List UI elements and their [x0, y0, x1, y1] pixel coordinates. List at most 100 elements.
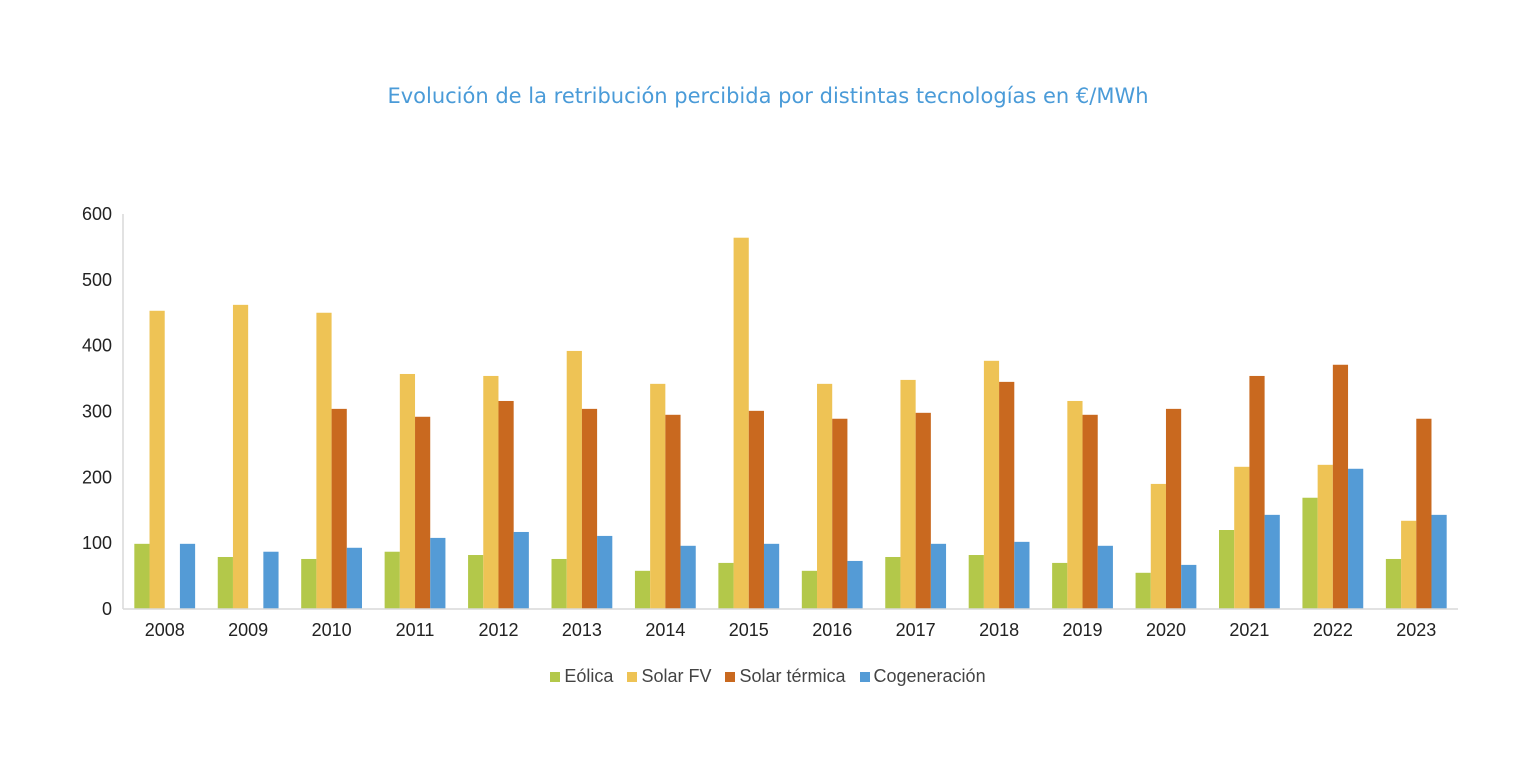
bar-solar-t-rmica-2021	[1249, 375, 1265, 609]
bar-solar-t-rmica-2014	[665, 414, 681, 609]
chart-title: Evolución de la retribución percibida po…	[387, 84, 1149, 108]
bar-cogeneraci-n-2011	[430, 537, 446, 609]
bar-solar-t-rmica-2015	[748, 410, 764, 609]
x-axis: 2008 2009 2010 2011 2012 2013 2014 2015 2016 2017…	[123, 608, 1458, 640]
bar-e-lica-2010	[301, 558, 317, 609]
legend-item: Solar térmica	[725, 666, 846, 687]
legend-item: Cogeneración	[859, 666, 986, 687]
bar-solar-fv-2012	[483, 375, 499, 609]
bar-solar-t-rmica-2013	[581, 408, 598, 609]
legend-label: Eólica	[564, 666, 614, 686]
x-tick-label: 2013	[562, 620, 602, 640]
bar-cogeneraci-n-2022	[1348, 468, 1364, 609]
x-tick-label: 2011	[396, 620, 435, 640]
bar-solar-fv-2023	[1401, 520, 1417, 609]
bar-solar-fv-2022	[1317, 464, 1333, 609]
bar-solar-t-rmica-2012	[498, 400, 514, 609]
x-tick-label: 2021	[1229, 620, 1269, 640]
bar-solar-fv-2018	[983, 360, 1000, 609]
x-tick-label: 2019	[1063, 620, 1103, 640]
bar-solar-fv-2016	[817, 383, 833, 609]
bar-cogeneraci-n-2017	[930, 543, 947, 609]
legend-label: Solar FV	[641, 666, 712, 686]
bars	[134, 237, 1447, 609]
bar-e-lica-2019	[1052, 562, 1068, 609]
bar-e-lica-2015	[718, 562, 734, 609]
bar-solar-fv-2014	[650, 383, 666, 609]
y-tick-label: 200	[82, 467, 112, 487]
bar-cogeneraci-n-2014	[680, 545, 696, 609]
bar-solar-t-rmica-2011	[415, 416, 431, 609]
bar-solar-fv-2015	[733, 237, 749, 609]
bar-cogeneraci-n-2008	[179, 543, 196, 609]
bar-solar-fv-2020	[1150, 483, 1166, 609]
bar-cogeneraci-n-2023	[1431, 514, 1447, 609]
bar-solar-fv-2017	[900, 379, 916, 609]
bar-e-lica-2013	[551, 558, 567, 609]
x-tick-label: 2023	[1396, 620, 1436, 640]
bar-e-lica-2018	[968, 555, 984, 609]
bar-e-lica-2016	[801, 570, 818, 609]
bar-cogeneraci-n-2012	[513, 531, 529, 609]
x-tick-label: 2008	[145, 620, 185, 640]
bar-cogeneraci-n-2013	[597, 535, 613, 609]
x-tick-label: 2015	[729, 620, 769, 640]
legend-swatch	[859, 671, 870, 682]
x-tick-label: 2020	[1146, 620, 1186, 640]
y-tick-label: 0	[102, 599, 112, 619]
legend-swatch	[550, 671, 561, 682]
bar-solar-t-rmica-2016	[832, 418, 848, 609]
bar-solar-t-rmica-2018	[999, 381, 1015, 609]
bar-cogeneraci-n-2020	[1181, 564, 1197, 609]
legend-label: Cogeneración	[873, 666, 986, 686]
y-tick-label: 500	[82, 270, 112, 290]
bar-solar-fv-2008	[149, 310, 165, 609]
y-tick-label: 100	[82, 533, 112, 553]
bar-solar-t-rmica-2020	[1165, 408, 1182, 609]
bar-solar-t-rmica-2022	[1332, 364, 1349, 609]
bar-solar-t-rmica-2019	[1082, 414, 1098, 609]
bar-cogeneraci-n-2009	[263, 551, 279, 609]
x-tick-label: 2016	[812, 620, 852, 640]
legend-label: Solar térmica	[739, 666, 846, 686]
bar-solar-fv-2013	[566, 350, 582, 609]
bar-e-lica-2011	[384, 551, 400, 609]
x-tick-label: 2010	[312, 620, 352, 640]
bar-cogeneraci-n-2015	[763, 543, 780, 609]
bar-solar-fv-2009	[232, 304, 249, 609]
x-tick-label: 2017	[896, 620, 936, 640]
bar-cogeneraci-n-2016	[847, 560, 863, 609]
x-tick-label: 2009	[228, 620, 268, 640]
y-tick-label: 300	[82, 402, 112, 422]
bar-e-lica-2008	[134, 543, 150, 609]
x-tick-label: 2018	[979, 620, 1019, 640]
bar-e-lica-2014	[634, 570, 651, 609]
x-tick-label: 2012	[478, 620, 518, 640]
bar-cogeneraci-n-2018	[1014, 541, 1030, 609]
x-tick-label: 2022	[1313, 620, 1353, 640]
legend-item: Eólica	[550, 666, 613, 687]
bar-e-lica-2017	[885, 556, 901, 609]
bar-solar-fv-2010	[316, 312, 332, 609]
bar-e-lica-2012	[468, 555, 484, 609]
legend-item: Solar FV	[627, 666, 711, 687]
bar-e-lica-2020	[1135, 572, 1151, 609]
y-tick-label: 600	[82, 204, 112, 224]
bar-solar-fv-2011	[399, 373, 416, 609]
bar-e-lica-2022	[1302, 497, 1318, 609]
bar-e-lica-2021	[1219, 530, 1235, 609]
y-tick-label: 400	[82, 336, 112, 356]
bar-solar-t-rmica-2017	[915, 412, 931, 609]
bar-solar-fv-2021	[1234, 466, 1250, 609]
legend-swatch	[627, 671, 638, 682]
bar-cogeneraci-n-2010	[346, 547, 362, 609]
legend: Eólica Solar FV Solar térmica Cogeneración	[0, 666, 1536, 687]
bar-cogeneraci-n-2021	[1264, 514, 1280, 609]
bar-cogeneraci-n-2019	[1097, 545, 1113, 609]
y-axis: 0 100 200 300 400 500 600	[82, 204, 124, 619]
bar-solar-fv-2019	[1067, 400, 1083, 609]
bar-e-lica-2009	[217, 556, 233, 609]
bar-solar-t-rmica-2010	[331, 408, 347, 609]
bar-e-lica-2023	[1385, 558, 1402, 609]
